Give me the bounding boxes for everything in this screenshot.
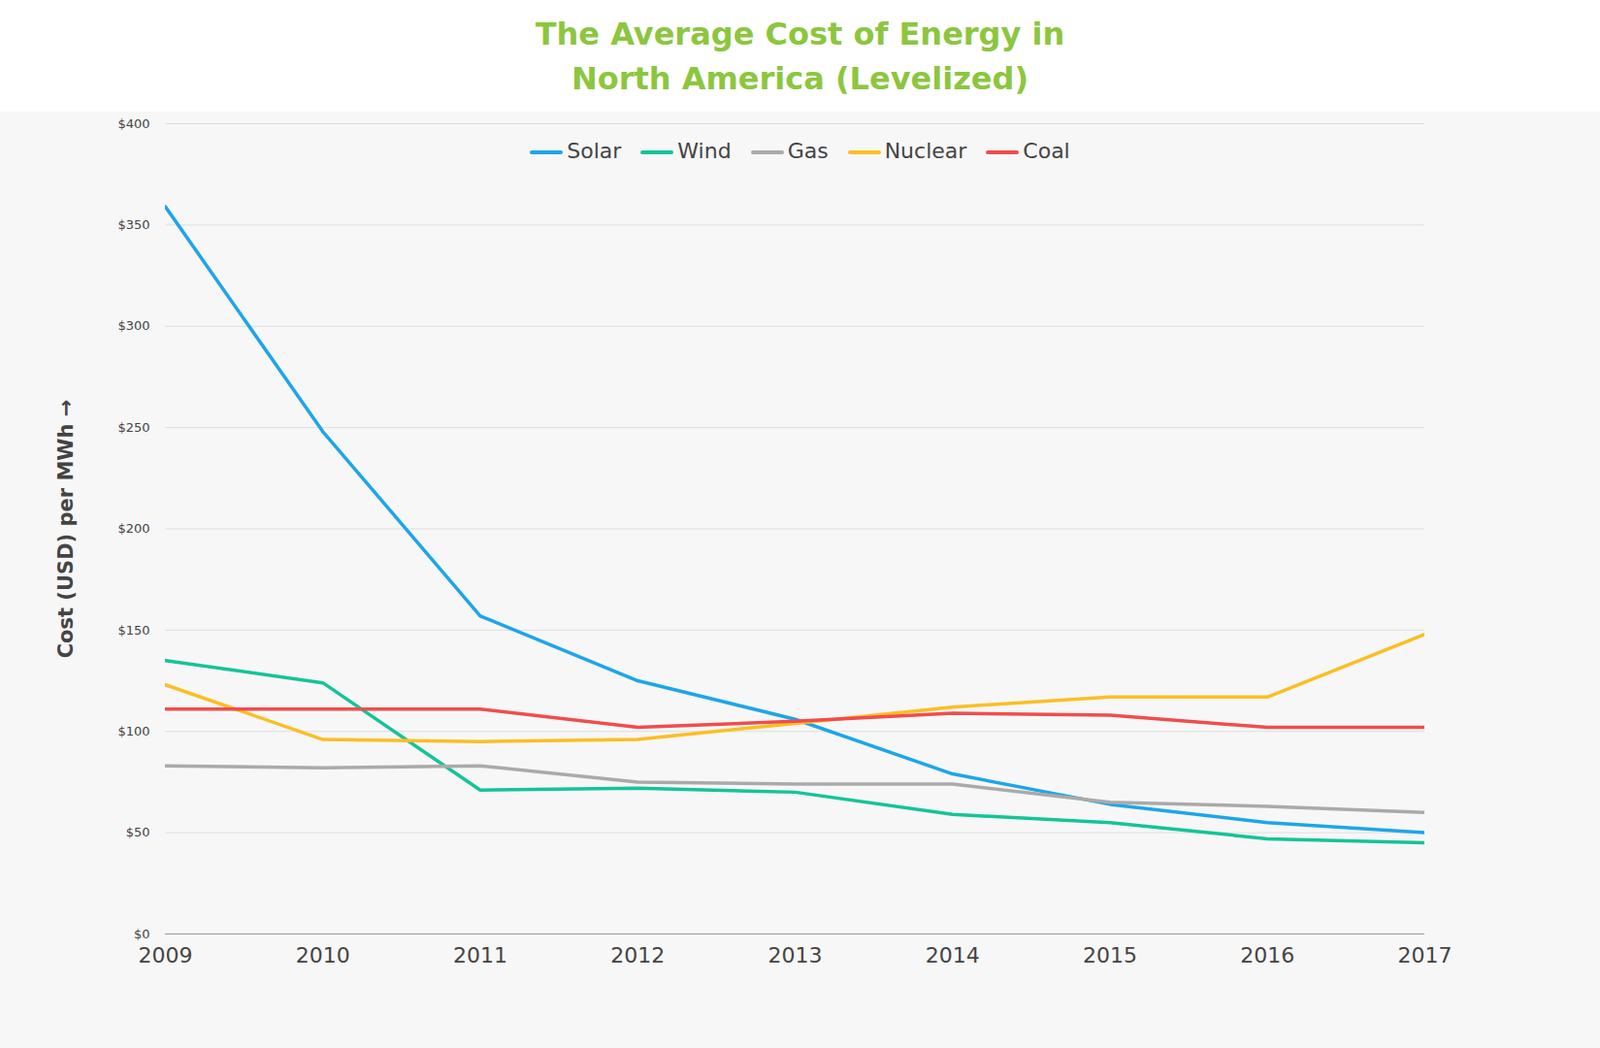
html-text:Solar: Solar <box>566 138 622 164</box>
svg-text:2011: 2011 <box>453 943 508 968</box>
html-text:Coal: Coal <box>1022 138 1070 164</box>
svg-text:Cost (USD) per MWh →: Cost (USD) per MWh → <box>54 399 78 659</box>
svg-text:$350: $350 <box>117 217 150 232</box>
svg-text:$400: $400 <box>117 116 150 131</box>
svg-text:$250: $250 <box>117 420 150 435</box>
svg-text:2009: 2009 <box>138 943 194 968</box>
svg-text:$100: $100 <box>117 723 150 739</box>
svg-text:$200: $200 <box>117 521 150 536</box>
svg-text:$50: $50 <box>126 824 151 840</box>
svg-text:$300: $300 <box>117 318 150 333</box>
svg-text:$150: $150 <box>117 622 150 638</box>
html-text:Nuclear: Nuclear <box>884 138 967 164</box>
svg-text:2013: 2013 <box>768 943 823 968</box>
html-text:Wind: Wind <box>677 138 732 164</box>
svg-text:$0: $0 <box>133 926 151 942</box>
svg-text:2017: 2017 <box>1398 943 1453 968</box>
svg-text:2010: 2010 <box>295 943 351 968</box>
html-text:Gas: Gas <box>787 138 829 164</box>
svg-text:2012: 2012 <box>610 943 665 968</box>
svg-text:2015: 2015 <box>1082 943 1138 968</box>
svg-text:2016: 2016 <box>1240 943 1295 968</box>
html-text:The Average Cost of Energy in: The Average Cost of Energy in North Amer… <box>535 15 1065 98</box>
svg-text:2014: 2014 <box>925 943 980 968</box>
